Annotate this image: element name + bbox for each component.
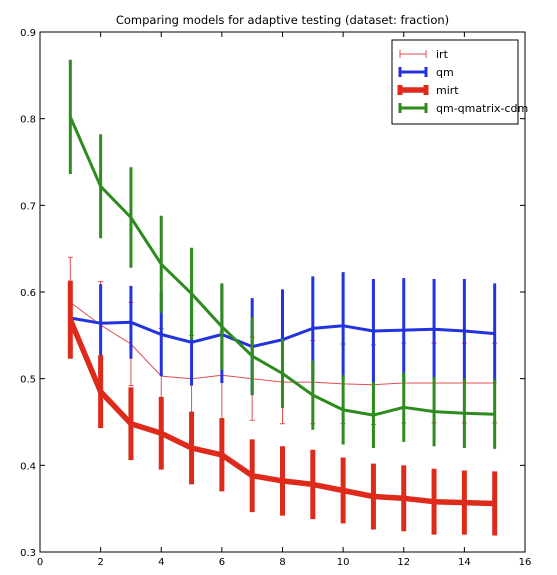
x-tick-label: 14 bbox=[458, 557, 471, 568]
y-tick-label: 0.8 bbox=[20, 115, 36, 126]
x-tick-label: 12 bbox=[397, 557, 410, 568]
series-mirt bbox=[67, 280, 498, 536]
x-tick-label: 4 bbox=[158, 557, 164, 568]
y-tick-label: 0.9 bbox=[20, 28, 36, 39]
x-tick-label: 2 bbox=[97, 557, 103, 568]
legend-entry: mirt bbox=[397, 84, 459, 97]
x-tick-label: 10 bbox=[337, 557, 350, 568]
y-tick-label: 0.3 bbox=[20, 548, 36, 559]
x-tick-label: 0 bbox=[37, 557, 43, 568]
series-line-qm-qmatrix-cdm bbox=[68, 116, 495, 417]
legend-entry: qm bbox=[398, 66, 454, 79]
series-qm-qmatrix-cdm bbox=[68, 59, 497, 449]
legend-label: irt bbox=[436, 48, 449, 61]
x-tick-label: 16 bbox=[519, 557, 532, 568]
y-tick-label: 0.6 bbox=[20, 288, 36, 299]
axis-ticks: 0 2 4 6 8 10 12 14 16 0.3 0.4 0.5 0.6 0.7 0.8 0.9 bbox=[20, 28, 531, 568]
series-line-mirt bbox=[67, 318, 495, 507]
legend-label: mirt bbox=[436, 84, 459, 97]
legend: irt qm mirt qm-qmatrix-cdm bbox=[391, 39, 528, 125]
legend-entry: qm-qmatrix-cdm bbox=[398, 102, 528, 115]
x-tick-label: 6 bbox=[219, 557, 225, 568]
legend-entry: irt bbox=[399, 48, 449, 61]
chart-title: Comparing models for adaptive testing (d… bbox=[116, 13, 449, 27]
x-tick-label: 8 bbox=[279, 557, 285, 568]
y-tick-label: 0.5 bbox=[20, 375, 36, 386]
legend-label: qm bbox=[436, 66, 454, 79]
legend-label: qm-qmatrix-cdm bbox=[436, 102, 528, 115]
series-layer bbox=[67, 59, 498, 536]
y-tick-label: 0.4 bbox=[20, 461, 36, 472]
y-tick-label: 0.7 bbox=[20, 201, 36, 212]
